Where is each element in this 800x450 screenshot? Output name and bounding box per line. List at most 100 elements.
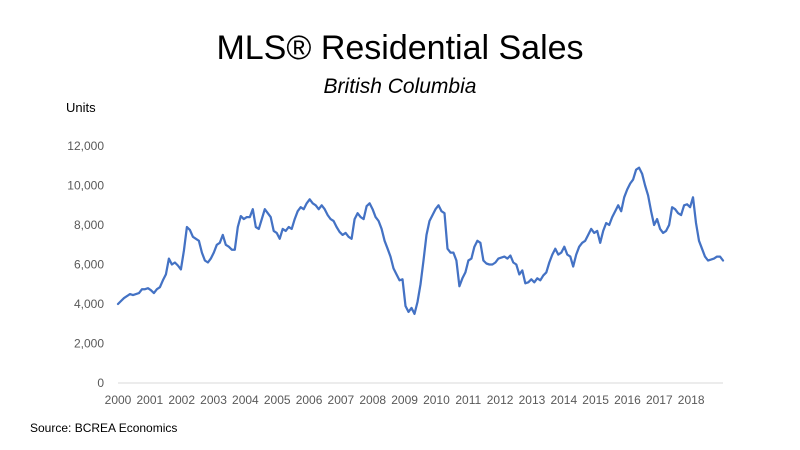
data-point <box>587 234 589 236</box>
data-point <box>647 194 649 197</box>
data-point <box>243 218 245 220</box>
data-point <box>329 218 332 220</box>
data-point <box>416 301 419 303</box>
data-point <box>692 196 694 199</box>
data-point <box>252 208 254 210</box>
data-point <box>171 263 173 266</box>
x-tick-label: 2004 <box>232 393 259 407</box>
data-point <box>371 208 374 210</box>
data-point <box>296 210 299 212</box>
data-point <box>623 196 625 199</box>
data-point <box>722 259 724 262</box>
x-tick-label: 2005 <box>264 393 291 407</box>
data-point <box>464 271 467 274</box>
data-point <box>305 202 308 205</box>
data-point <box>380 228 383 230</box>
data-point <box>383 240 386 242</box>
data-point <box>626 188 628 191</box>
x-tick-label: 2012 <box>487 393 514 407</box>
data-point <box>473 245 476 248</box>
source-note: Source: BCREA Economics <box>30 421 178 435</box>
data-point <box>707 259 709 262</box>
data-point <box>653 224 655 226</box>
data-point <box>422 259 425 262</box>
data-point <box>572 265 574 268</box>
data-point <box>407 311 410 313</box>
data-point <box>186 226 188 228</box>
data-point <box>542 274 545 277</box>
data-point <box>377 220 380 222</box>
data-point <box>344 232 347 234</box>
data-point <box>240 215 242 217</box>
data-point <box>599 242 601 244</box>
data-point <box>123 297 125 299</box>
data-point <box>231 248 233 251</box>
data-point <box>117 303 119 305</box>
data-point <box>566 253 569 256</box>
data-point <box>509 254 512 257</box>
data-point <box>455 259 458 262</box>
data-point <box>278 238 281 240</box>
data-point <box>620 210 622 212</box>
data-point <box>503 255 506 258</box>
data-point <box>671 206 673 208</box>
data-point <box>201 251 203 254</box>
data-point <box>650 210 652 212</box>
x-tick-label: 2009 <box>391 393 418 407</box>
data-point <box>219 242 221 244</box>
data-point <box>120 300 122 302</box>
data-point <box>608 224 610 226</box>
data-point <box>539 279 542 282</box>
data-point <box>365 205 368 207</box>
data-point <box>716 255 718 258</box>
y-tick-label: 6,000 <box>74 258 104 272</box>
data-point <box>668 224 670 226</box>
data-point <box>494 261 497 264</box>
data-point <box>210 257 212 260</box>
data-point <box>482 259 485 262</box>
data-point <box>605 222 607 224</box>
data-point <box>551 253 554 256</box>
data-point <box>677 212 679 214</box>
x-tick-label: 2006 <box>296 393 323 407</box>
data-point <box>135 293 137 295</box>
data-point <box>126 295 128 297</box>
data-point <box>174 261 176 264</box>
data-point <box>395 273 398 276</box>
data-point <box>710 258 712 261</box>
data-point <box>341 234 344 236</box>
data-point <box>458 285 461 288</box>
data-point <box>413 313 416 315</box>
x-tick-label: 2013 <box>519 393 546 407</box>
data-point <box>272 230 275 232</box>
y-tick-label: 10,000 <box>67 179 104 193</box>
x-tick-label: 2001 <box>136 393 163 407</box>
data-point <box>497 257 500 260</box>
data-point <box>590 228 592 230</box>
data-point <box>356 212 359 214</box>
data-point <box>446 247 449 250</box>
chart-subtitle: British Columbia <box>323 75 477 98</box>
data-point <box>192 236 194 238</box>
data-point <box>485 262 488 265</box>
data-point <box>440 210 443 212</box>
data-point <box>228 245 230 248</box>
data-point <box>308 198 311 201</box>
x-tick-label: 2002 <box>168 393 195 407</box>
data-point <box>335 226 338 228</box>
data-point <box>129 293 131 295</box>
data-point <box>632 178 634 181</box>
data-point <box>554 247 557 250</box>
x-tick-label: 2008 <box>359 393 386 407</box>
data-point <box>476 240 479 242</box>
data-point <box>216 244 218 246</box>
data-point <box>641 172 643 175</box>
data-point <box>401 278 404 281</box>
data-point <box>317 208 320 210</box>
data-point <box>347 236 350 238</box>
data-point <box>506 257 509 260</box>
data-point <box>674 208 676 210</box>
data-point <box>222 234 224 236</box>
data-point <box>419 283 422 286</box>
data-point <box>386 247 389 250</box>
